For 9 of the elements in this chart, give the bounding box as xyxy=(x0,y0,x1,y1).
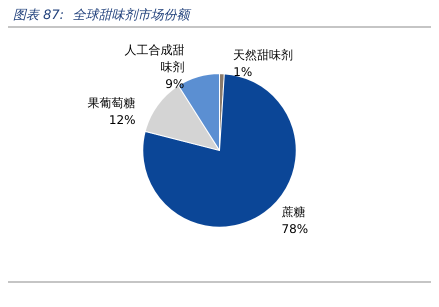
slice-label: 果葡萄糖 xyxy=(88,96,136,110)
slice-label: 蔗糖 xyxy=(281,205,306,220)
slice-label: 天然甜味剂 xyxy=(233,48,294,62)
slice-label: 人工合成甜味剂 xyxy=(124,43,184,74)
chart-title: 图表 87: 全球甜味剂市场份额 xyxy=(13,7,192,23)
data-label: 9% xyxy=(165,77,184,92)
data-label: 78% xyxy=(281,222,308,236)
data-label: 1% xyxy=(233,65,252,80)
data-label: 12% xyxy=(108,113,136,128)
